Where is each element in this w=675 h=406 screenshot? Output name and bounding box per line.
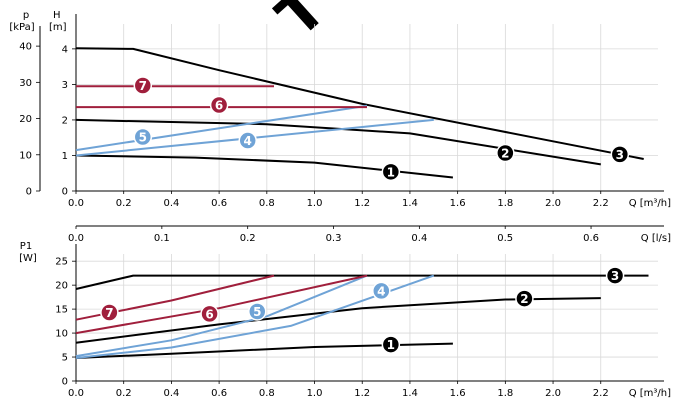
flow-tick-label: 0.3 [326, 233, 342, 244]
watermark: TWWW [176, 0, 461, 50]
curve-badge-1 [381, 335, 401, 354]
flow-tick-label: 0.6 [583, 233, 599, 244]
head-axis-title: H [53, 10, 61, 21]
x-tick-label: 0.0 [68, 198, 84, 209]
y-tick-label: 1 [62, 151, 68, 162]
kpa-tick-label: 30 [19, 78, 32, 89]
x-tick-label: 2.0 [545, 388, 561, 399]
x-tick-label: 0.4 [163, 388, 179, 399]
x-tick-label: 1.4 [402, 198, 418, 209]
x-axis-label: Q [m³/h] [629, 198, 671, 209]
flow-tick-label: 0.4 [411, 233, 427, 244]
x-tick-label: 0.2 [116, 198, 132, 209]
x-tick-label: 0.8 [259, 388, 275, 399]
x-tick-label: 1.0 [307, 198, 323, 209]
power-chart: 0.0 0.2 0.4 0.6 0.8 1.0 1.2 1.4 1.6 1.8 2.0 2.2 Q [m… [19, 241, 671, 399]
x-tick-label: 0.0 [68, 388, 84, 399]
curve-label: 1 [387, 165, 395, 179]
y-tick-label: 15 [55, 305, 68, 316]
curve-label: 6 [215, 99, 223, 113]
curve-2 [75, 297, 601, 344]
x-tick-label: 0.8 [259, 198, 275, 209]
x-tick-label: 0.6 [211, 388, 227, 399]
y-tick-label: 25 [55, 257, 68, 268]
curve-label: 3 [616, 148, 624, 162]
curve-label: 5 [253, 305, 261, 319]
x-tick-label: 1.0 [307, 388, 323, 399]
power-axis-unit: [W] [19, 253, 37, 264]
curve-badge-7 [100, 303, 119, 322]
x-tick-label: 2.2 [593, 198, 609, 209]
curve-badge-4 [238, 131, 257, 150]
curve-label: 4 [244, 134, 252, 148]
kpa-tick-label: 10 [19, 150, 32, 161]
curve-label: 4 [377, 284, 385, 298]
curve-label: 2 [501, 146, 509, 160]
x-tick-label: 1.2 [354, 388, 370, 399]
kpa-tick-label: 0 [26, 187, 32, 198]
x-tick-label: 1.6 [450, 198, 466, 209]
x-tick-label: 1.6 [450, 388, 466, 399]
x-tick-label: 2.0 [545, 198, 561, 209]
x-tick-label: 1.8 [497, 198, 513, 209]
curve-badge-2 [515, 289, 534, 308]
curve-badge-3 [610, 145, 630, 164]
curve-badge-7 [133, 76, 153, 95]
curve-4 [75, 274, 435, 359]
head-chart: 0.0 0.2 0.4 0.6 0.8 1.0 1.2 1.4 1.6 1.8 2.0 2.2 Q [m… [9, 10, 671, 209]
y-tick-label: 2 [62, 115, 68, 126]
flow-tick-label: 0.0 [68, 233, 84, 244]
kpa-tick-label: 20 [19, 114, 32, 125]
y-tick-label: 3 [62, 80, 68, 91]
flow-tick-label: 0.2 [240, 233, 256, 244]
curve-badge-4 [372, 281, 391, 301]
x-tick-label: 1.4 [402, 388, 418, 399]
y-tick-label: 5 [62, 353, 68, 364]
flow-tick-label: 0.5 [497, 233, 513, 244]
watermark-letter: T [264, 0, 339, 50]
curve-label: 5 [139, 130, 147, 144]
kpa-tick-label: 40 [19, 42, 32, 53]
x-axis-label: Q [m³/h] [629, 388, 671, 399]
flow-axis-label: Q [l/s] [641, 233, 671, 244]
curve-6 [75, 274, 368, 335]
flow-axis: 0.0 0.1 0.2 0.3 0.4 0.5 0.6 Q [l/s] [68, 225, 671, 244]
curve-label: 2 [520, 292, 528, 306]
curve-badge-6 [209, 95, 229, 115]
curve-3 [75, 47, 644, 160]
curve-badge-5 [133, 127, 153, 147]
curve-badge-1 [381, 162, 401, 182]
flow-tick-label: 0.1 [154, 233, 170, 244]
curve-label: 6 [205, 307, 213, 321]
y-tick-label: 0 [62, 377, 68, 388]
curve-label: 1 [387, 338, 395, 352]
x-tick-label: 1.2 [354, 198, 370, 209]
power-axis-title: P1 [20, 241, 32, 252]
watermark-text: TWWW [176, 0, 461, 50]
x-tick-label: 0.2 [116, 388, 132, 399]
curve-label: 7 [139, 79, 147, 93]
curve-badge-5 [248, 302, 267, 321]
y-tick-label: 0 [62, 187, 68, 198]
x-tick-label: 0.6 [211, 198, 227, 209]
kpa-axis-title: p [23, 10, 29, 21]
curve-label: 7 [105, 306, 113, 320]
x-tick-label: 1.8 [497, 388, 513, 399]
curve-5 [75, 274, 368, 358]
curve-3 [75, 274, 649, 290]
kpa-axis-unit: [kPa] [9, 22, 34, 33]
curve-badge-3 [605, 266, 625, 285]
x-tick-label: 2.2 [593, 388, 609, 399]
y-tick-label: 10 [55, 329, 68, 340]
curve-label: 3 [611, 269, 619, 283]
curve-5 [75, 104, 368, 152]
head-axis-unit: [m] [49, 22, 67, 33]
y-tick-label: 4 [62, 44, 68, 55]
curve-badge-2 [496, 143, 515, 163]
curve-badge-6 [200, 304, 219, 324]
x-tick-label: 0.4 [163, 198, 179, 209]
y-tick-label: 20 [55, 281, 68, 292]
